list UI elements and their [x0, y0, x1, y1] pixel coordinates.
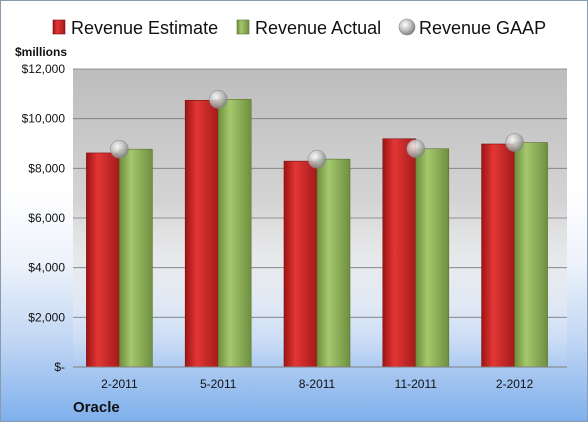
y-tick-label: $12,000 — [22, 62, 66, 76]
x-axis-ticks: 2-2011 5-2011 8-2011 11-2011 2-2012 — [101, 377, 533, 391]
revenue-estimate-bar — [184, 99, 219, 368]
gaap-markers — [110, 89, 524, 169]
y-tick-label: $2,000 — [28, 310, 65, 324]
legend: Revenue Estimate Revenue Actual Revenue GA… — [52, 18, 546, 38]
y-axis-ticks: $- $2,000 $4,000 $6,000 $8,000 $10,000 $12,000 — [22, 62, 66, 374]
company-label: Oracle — [73, 399, 120, 416]
y-tick-label: $4,000 — [28, 261, 65, 275]
revenue-actual-bar — [217, 98, 252, 368]
y-tick-label: $10,000 — [22, 112, 66, 126]
revenue-actual-bar — [514, 142, 548, 368]
legend-swatch-gaap — [398, 18, 416, 36]
revenue-gaap-marker — [208, 89, 228, 109]
revenue-gaap-marker — [307, 149, 327, 169]
revenue-estimate-bar — [86, 152, 120, 368]
revenue-actual-bar — [316, 158, 351, 368]
legend-label: Revenue Actual — [255, 18, 381, 38]
bars — [86, 98, 548, 368]
x-tick-label: 2-2011 — [101, 377, 138, 391]
revenue-estimate-bar — [283, 160, 318, 368]
revenue-gaap-marker — [406, 139, 426, 159]
legend-swatch-actual — [236, 19, 250, 35]
x-tick-label: 2-2012 — [496, 377, 534, 391]
x-tick-label: 5-2011 — [200, 377, 237, 391]
y-tick-label: $6,000 — [28, 211, 65, 225]
y-tick-label: $- — [54, 360, 65, 374]
x-tick-label: 8-2011 — [299, 377, 336, 391]
y-unit-label: $millions — [15, 45, 67, 59]
revenue-gaap-marker — [505, 133, 524, 152]
legend-label: Revenue Estimate — [71, 18, 218, 38]
y-tick-label: $8,000 — [28, 161, 65, 175]
x-tick-label: 11-2011 — [395, 377, 438, 391]
revenue-gaap-marker — [110, 139, 129, 159]
revenue-actual-bar — [415, 148, 450, 368]
revenue-actual-bar — [119, 148, 153, 368]
legend-swatch-estimate — [52, 19, 66, 35]
revenue-estimate-bar — [382, 138, 417, 368]
revenue-estimate-bar — [481, 143, 515, 368]
legend-label: Revenue GAAP — [419, 18, 546, 38]
